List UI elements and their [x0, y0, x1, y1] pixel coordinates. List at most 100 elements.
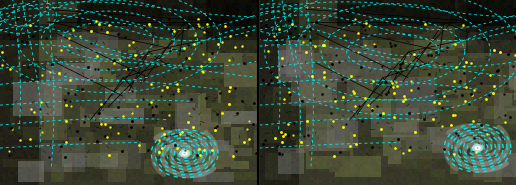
Point — [482, 132, 491, 135]
Point — [184, 26, 192, 29]
Point — [451, 90, 459, 93]
Point — [451, 42, 459, 45]
Point — [192, 27, 200, 30]
Point — [173, 147, 182, 150]
Point — [124, 44, 133, 47]
Point — [370, 42, 378, 45]
Point — [243, 34, 251, 37]
Point — [23, 40, 31, 43]
Point — [181, 150, 189, 153]
Point — [496, 51, 504, 53]
Point — [278, 153, 286, 156]
Point — [114, 106, 122, 109]
Point — [489, 91, 497, 94]
Point — [320, 70, 328, 73]
Point — [139, 126, 147, 129]
Point — [352, 143, 360, 146]
Point — [45, 71, 54, 74]
Point — [361, 97, 369, 100]
Point — [65, 37, 73, 40]
Point — [106, 125, 114, 128]
Point — [143, 148, 152, 151]
Point — [157, 127, 166, 130]
Point — [69, 29, 77, 32]
Point — [185, 67, 193, 70]
Point — [0, 51, 7, 54]
Point — [123, 67, 132, 70]
Point — [285, 32, 294, 35]
Point — [490, 85, 498, 88]
Point — [197, 64, 205, 67]
Point — [470, 137, 478, 140]
Point — [410, 52, 418, 55]
Point — [157, 95, 165, 98]
Point — [396, 66, 404, 69]
Point — [300, 35, 309, 38]
Point — [458, 94, 466, 97]
Point — [394, 137, 402, 140]
Point — [140, 26, 148, 29]
Point — [184, 120, 192, 123]
Point — [176, 132, 184, 135]
Point — [135, 143, 143, 146]
Point — [104, 68, 112, 70]
Point — [18, 75, 26, 78]
Point — [405, 111, 413, 114]
Point — [279, 135, 287, 138]
Point — [93, 54, 102, 57]
Point — [430, 100, 438, 103]
Point — [357, 66, 365, 69]
Point — [109, 62, 118, 65]
Point — [218, 41, 226, 44]
Point — [92, 20, 100, 23]
Point — [87, 41, 95, 44]
Point — [225, 34, 234, 37]
Point — [203, 23, 211, 26]
Point — [66, 99, 74, 102]
Point — [165, 113, 173, 116]
Point — [284, 90, 293, 93]
Point — [472, 150, 480, 153]
Point — [55, 72, 63, 75]
Point — [399, 100, 407, 103]
Point — [182, 56, 190, 59]
Point — [502, 82, 510, 85]
Point — [61, 155, 69, 158]
Point — [257, 26, 265, 29]
Point — [269, 35, 278, 38]
Point — [277, 131, 285, 134]
Point — [354, 31, 362, 34]
Point — [159, 127, 167, 130]
Point — [452, 66, 460, 69]
Point — [354, 105, 363, 107]
Point — [224, 89, 233, 92]
Point — [342, 122, 350, 125]
Point — [302, 50, 311, 53]
Point — [278, 56, 286, 59]
Point — [15, 139, 24, 142]
Point — [285, 19, 294, 22]
Point — [0, 64, 6, 67]
Point — [275, 153, 283, 156]
Point — [174, 88, 183, 91]
Point — [231, 87, 239, 90]
Point — [38, 130, 46, 133]
Point — [407, 80, 415, 83]
Point — [468, 93, 476, 96]
Point — [504, 52, 512, 55]
Point — [339, 96, 347, 99]
Circle shape — [184, 153, 186, 154]
Point — [240, 141, 248, 144]
Point — [438, 125, 446, 128]
Point — [452, 131, 460, 134]
Point — [511, 30, 516, 33]
Point — [416, 18, 425, 21]
Point — [127, 89, 136, 92]
Point — [391, 147, 399, 149]
Point — [169, 93, 178, 96]
Point — [241, 25, 250, 28]
Point — [367, 108, 376, 111]
Point — [443, 45, 452, 48]
Point — [511, 36, 516, 38]
Point — [271, 137, 279, 139]
